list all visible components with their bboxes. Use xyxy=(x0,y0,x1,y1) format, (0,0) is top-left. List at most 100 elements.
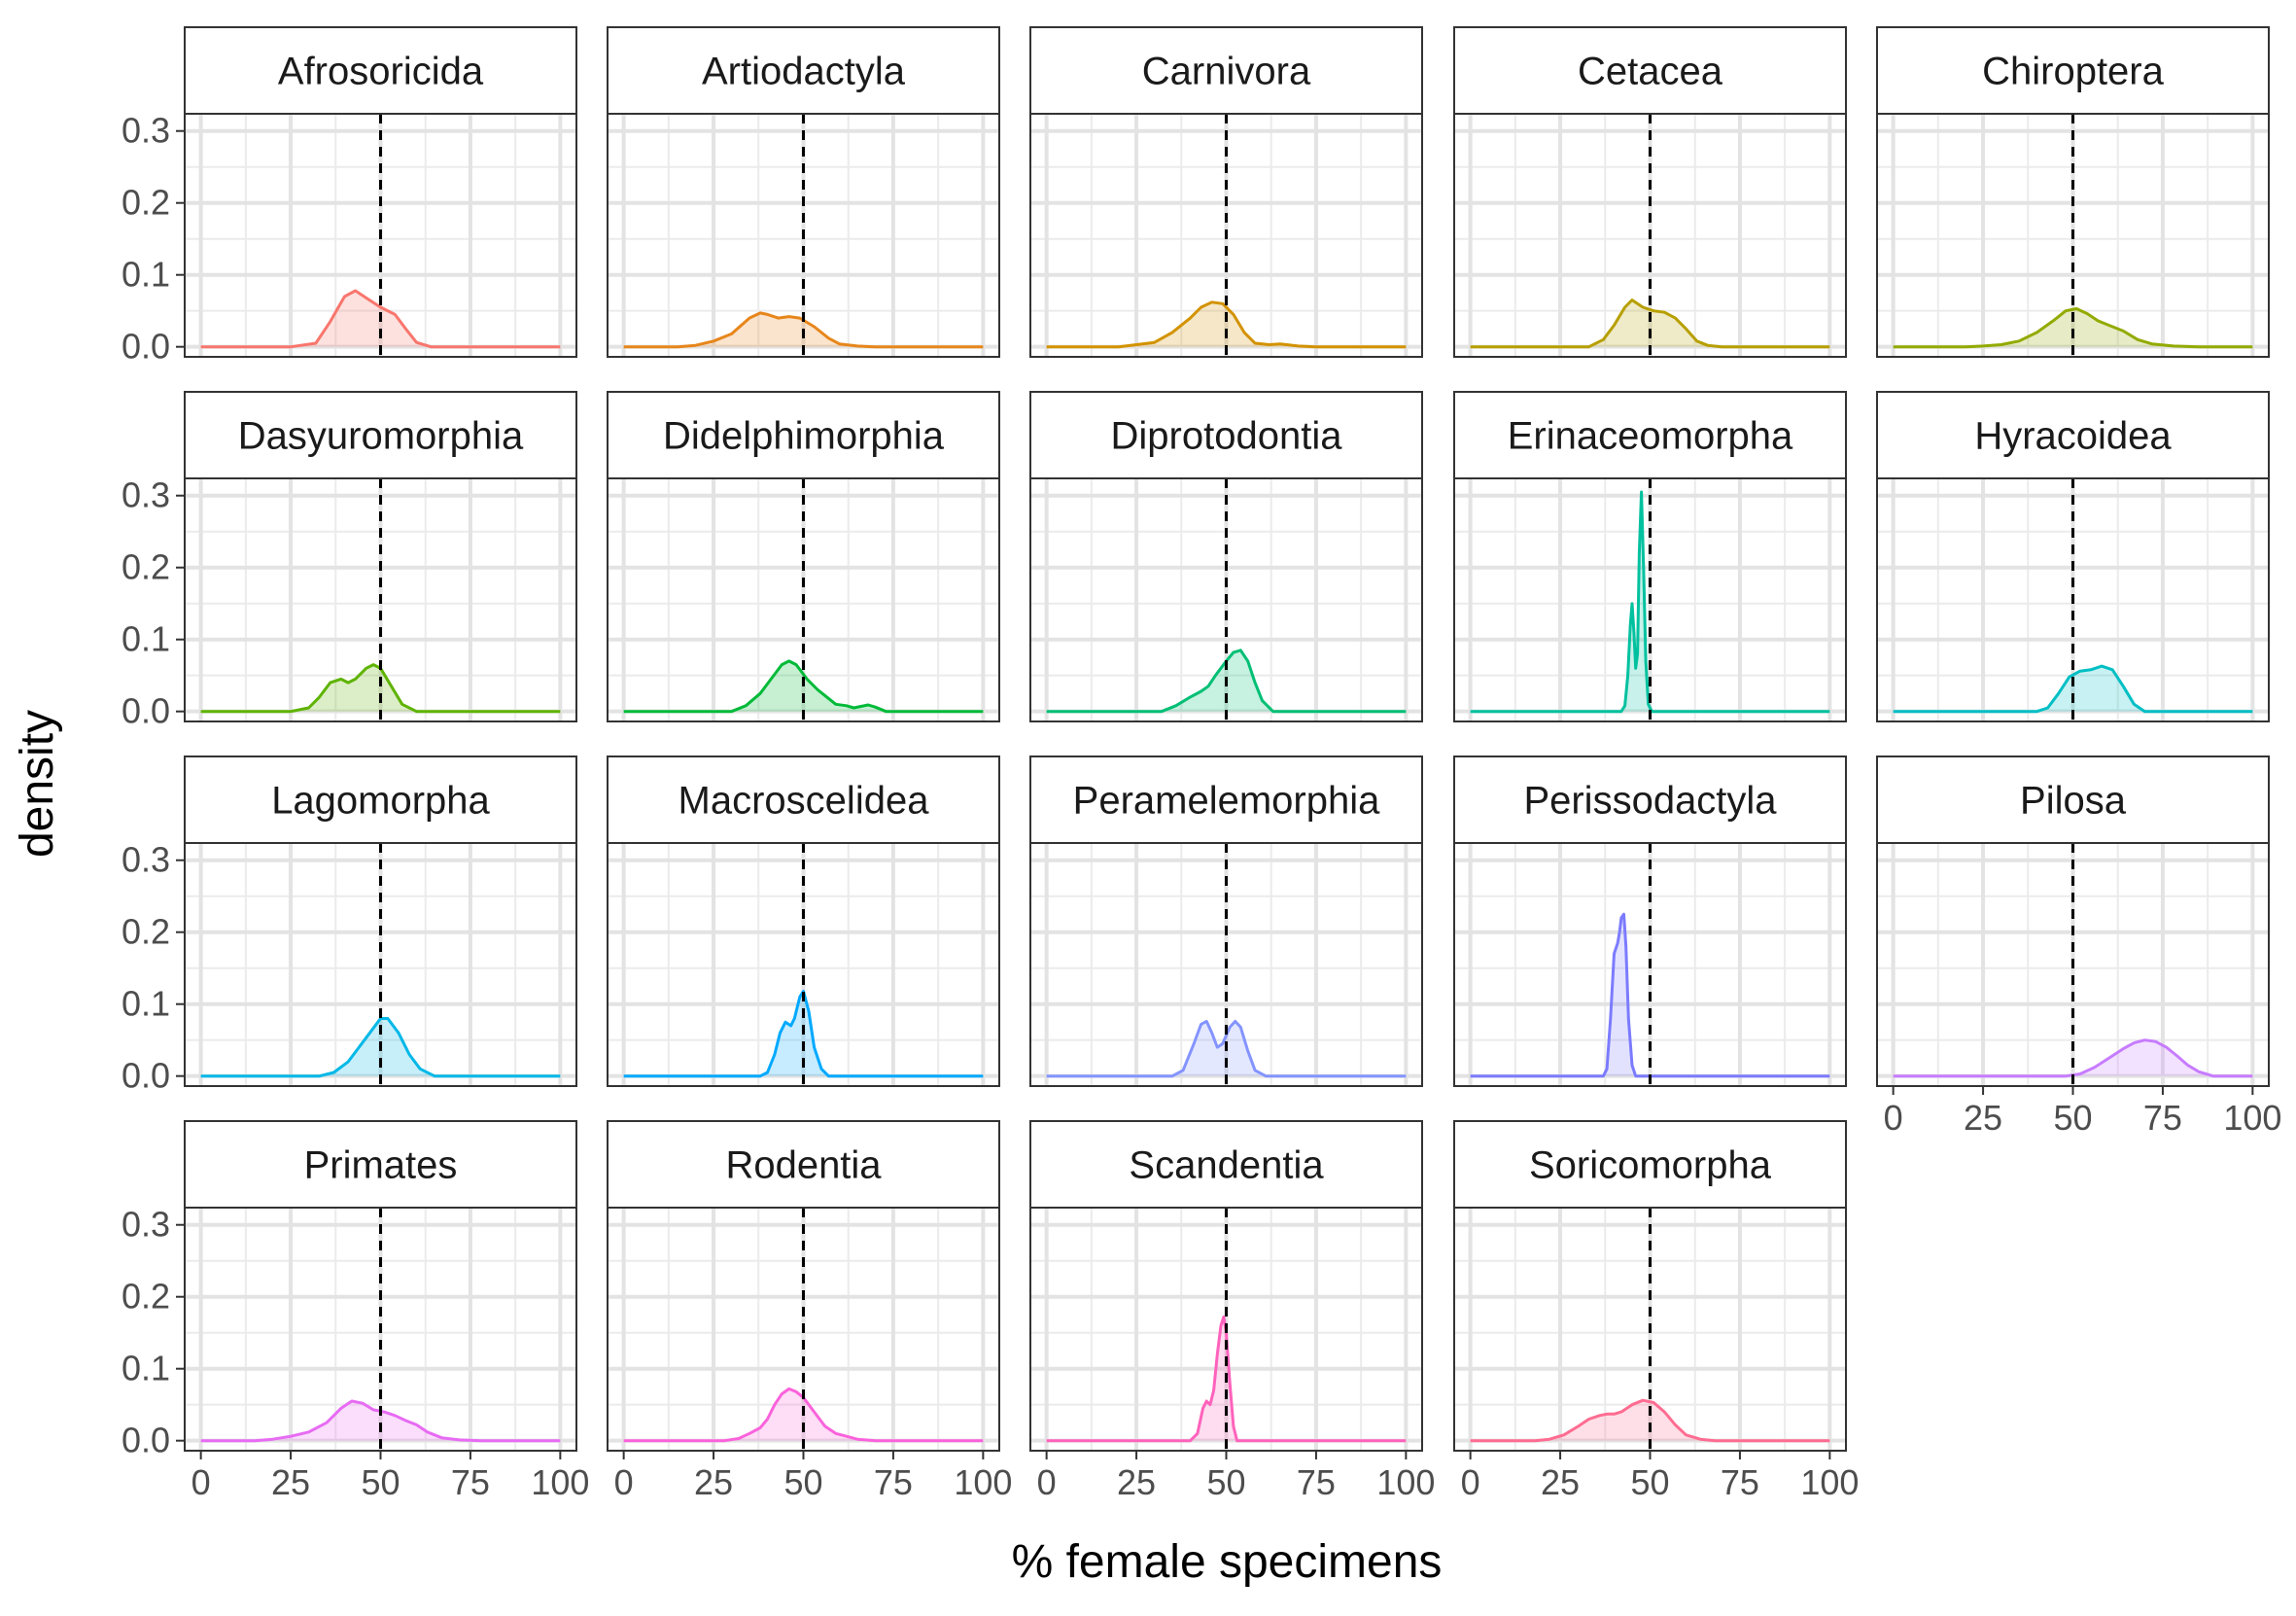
strip-scandentia xyxy=(1029,1120,1423,1209)
x-tick-label: 0 xyxy=(1461,1462,1480,1502)
strip-chiroptera xyxy=(1876,26,2270,115)
density-line-carnivora xyxy=(1046,300,1407,349)
panel-border xyxy=(1876,113,2270,358)
panel-cetacea: Cetacea xyxy=(1453,26,1847,358)
strip-label-primates: Primates xyxy=(304,1144,458,1187)
panel-pilosa: Pilosa 0 25 50 75 100 xyxy=(1876,755,2281,1138)
y-tick-label: 0.2 xyxy=(122,183,170,223)
density-area-chiroptera xyxy=(1893,308,2253,347)
panel-hyracoidea: Hyracoidea xyxy=(1876,391,2270,722)
x-tick-label: 75 xyxy=(874,1462,913,1502)
panel-border xyxy=(1453,842,1847,1087)
density-area-hyracoidea xyxy=(1893,666,2253,712)
density-area-cetacea xyxy=(1470,299,1830,347)
strip-label-diprotodontia: Diprotodontia xyxy=(1111,415,1343,458)
y-tick-label: 0.3 xyxy=(122,840,170,880)
x-axis-title: % female specimens xyxy=(1012,1536,1443,1588)
panel-border xyxy=(1029,113,1423,358)
panel-primates: Primates 0.0 0.1 0.2 0.3 0 25 50 75 100 xyxy=(122,1120,589,1502)
x-tick-label: 75 xyxy=(2143,1098,2182,1138)
strip-label-macroscelidea: Macroscelidea xyxy=(678,780,930,823)
density-line-artiodactyla xyxy=(623,311,984,349)
strip-dasyuromorphia xyxy=(184,391,577,479)
y-tick-label: 0.3 xyxy=(122,1205,170,1245)
density-line-didelphimorphia xyxy=(623,659,984,714)
panel-border xyxy=(184,113,577,358)
y-tick-label: 0.1 xyxy=(122,1349,170,1388)
x-tick-label: 0 xyxy=(1884,1098,1903,1138)
x-tick-label: 0 xyxy=(1037,1462,1057,1502)
panel-carnivora: Carnivora xyxy=(1029,26,1423,358)
strip-label-dasyuromorphia: Dasyuromorphia xyxy=(238,415,524,458)
panel-border xyxy=(607,477,1000,722)
x-tick-label: 100 xyxy=(531,1462,589,1502)
y-tick-label: 0.2 xyxy=(122,547,170,587)
density-line-perissodactyla xyxy=(1470,912,1830,1078)
y-tick-label: 0.3 xyxy=(122,111,170,151)
x-tick-label: 75 xyxy=(1721,1462,1759,1502)
x-tick-label: 75 xyxy=(451,1462,490,1502)
y-tick-label: 0.1 xyxy=(122,619,170,659)
panel-didelphimorphia: Didelphimorphia xyxy=(607,391,1000,722)
panel-border xyxy=(1453,113,1847,358)
density-line-erinaceomorpha xyxy=(1470,490,1830,714)
y-tick-label: 0.2 xyxy=(122,912,170,952)
strip-primates xyxy=(184,1120,577,1209)
x-tick-label: 25 xyxy=(1541,1462,1580,1502)
x-tick-label: 100 xyxy=(1376,1462,1435,1502)
panel-border xyxy=(607,113,1000,358)
strip-macroscelidea xyxy=(607,755,1000,844)
panel-border xyxy=(184,477,577,722)
density-line-macroscelidea xyxy=(623,989,984,1078)
strip-label-chiroptera: Chiroptera xyxy=(1982,51,2165,93)
panel-diprotodontia: Diprotodontia xyxy=(1029,391,1423,722)
strip-peramelemorphia xyxy=(1029,755,1423,844)
density-line-lagomorpha xyxy=(200,1017,561,1078)
strip-label-soricomorpha: Soricomorpha xyxy=(1529,1144,1772,1187)
panel-erinaceomorpha: Erinaceomorpha xyxy=(1453,391,1847,722)
panel-peramelemorphia: Peramelemorphia xyxy=(1029,755,1423,1087)
density-line-peramelemorphia xyxy=(1046,1019,1407,1078)
strip-label-peramelemorphia: Peramelemorphia xyxy=(1073,780,1380,823)
strip-cetacea xyxy=(1453,26,1847,115)
density-line-scandentia xyxy=(1046,1315,1407,1443)
y-tick-label: 0.3 xyxy=(122,475,170,515)
strip-afrosoricida xyxy=(184,26,577,115)
strip-pilosa xyxy=(1876,755,2270,844)
panel-soricomorpha: Soricomorpha 0 25 50 75 100 xyxy=(1453,1120,1859,1502)
panel-border xyxy=(1029,477,1423,722)
strip-label-lagomorpha: Lagomorpha xyxy=(271,780,490,823)
y-tick-label: 0.1 xyxy=(122,984,170,1024)
strip-soricomorpha xyxy=(1453,1120,1847,1209)
x-tick-label: 0 xyxy=(191,1462,211,1502)
strip-carnivora xyxy=(1029,26,1423,115)
strip-label-cetacea: Cetacea xyxy=(1578,51,1723,93)
x-tick-label: 50 xyxy=(2053,1098,2092,1138)
density-line-soricomorpha xyxy=(1470,1398,1830,1443)
panel-border xyxy=(607,842,1000,1087)
y-axis-title: density xyxy=(12,710,63,858)
y-tick-label: 0.0 xyxy=(122,691,170,731)
density-line-pilosa xyxy=(1893,1038,2253,1078)
facet-panels: Afrosoricida 0.0 0.1 0.2 0.3 Artiodactyla Carn… xyxy=(122,26,2281,1502)
y-tick-label: 0.0 xyxy=(122,1421,170,1460)
x-tick-label: 75 xyxy=(1297,1462,1336,1502)
panel-afrosoricida: Afrosoricida 0.0 0.1 0.2 0.3 xyxy=(122,26,577,367)
density-line-primates xyxy=(200,1399,561,1443)
density-line-dasyuromorphia xyxy=(200,663,561,714)
density-line-chiroptera xyxy=(1893,307,2253,349)
x-tick-label: 50 xyxy=(1206,1462,1245,1502)
panel-scandentia: Scandentia 0 25 50 75 100 xyxy=(1029,1120,1435,1502)
panel-border xyxy=(1876,477,2270,722)
strip-erinaceomorpha xyxy=(1453,391,1847,479)
panel-artiodactyla: Artiodactyla xyxy=(607,26,1000,358)
panel-macroscelidea: Macroscelidea xyxy=(607,755,1000,1087)
density-line-rodentia xyxy=(623,1387,984,1443)
density-line-afrosoricida xyxy=(200,289,561,349)
strip-label-scandentia: Scandentia xyxy=(1129,1144,1324,1187)
y-tick-label: 0.0 xyxy=(122,327,170,367)
x-tick-label: 50 xyxy=(783,1462,822,1502)
strip-label-pilosa: Pilosa xyxy=(2020,780,2127,823)
density-area-soricomorpha xyxy=(1470,1400,1830,1441)
panel-border xyxy=(184,842,577,1087)
